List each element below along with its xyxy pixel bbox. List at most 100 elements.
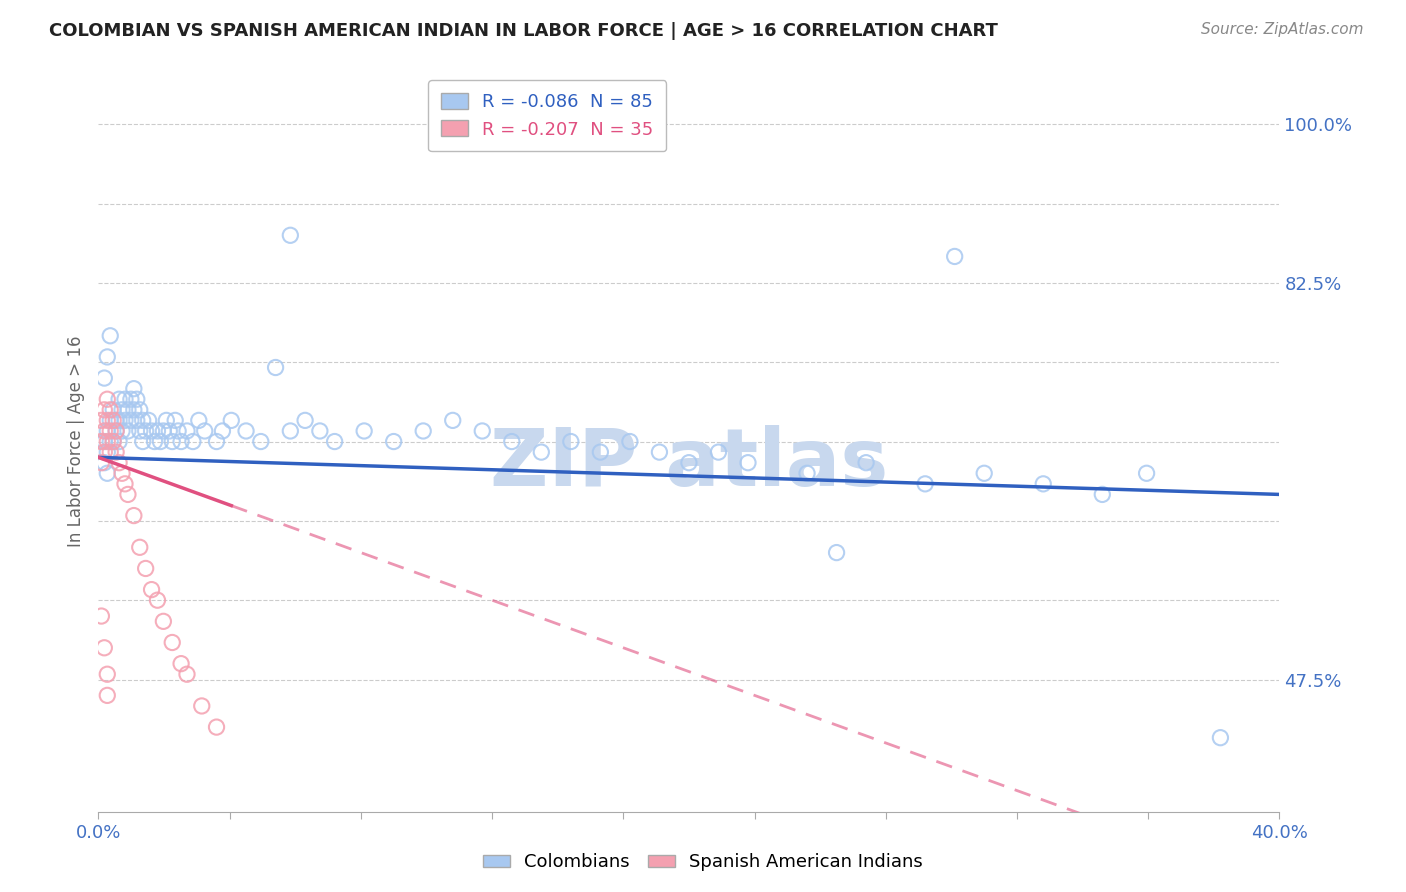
Point <box>943 249 966 264</box>
Text: Source: ZipAtlas.com: Source: ZipAtlas.com <box>1201 22 1364 37</box>
Point <box>122 508 145 523</box>
Point <box>170 434 193 449</box>
Point <box>111 402 134 417</box>
Point <box>146 424 169 438</box>
Point <box>98 445 121 459</box>
Point <box>120 392 142 407</box>
Point <box>98 328 121 343</box>
Point <box>93 640 115 655</box>
Point <box>105 424 128 438</box>
Point <box>1209 731 1232 745</box>
Point <box>98 434 121 449</box>
Point <box>96 467 118 481</box>
Point <box>162 635 183 649</box>
Point <box>412 424 434 438</box>
Point <box>93 371 115 385</box>
Point <box>96 392 118 407</box>
Point <box>973 467 995 481</box>
Point <box>114 392 136 407</box>
Point <box>117 424 139 438</box>
Point <box>108 392 131 407</box>
Point <box>93 445 115 459</box>
Point <box>98 402 121 417</box>
Point <box>648 445 671 459</box>
Point <box>205 434 228 449</box>
Point <box>108 413 131 427</box>
Point <box>108 434 131 449</box>
Point <box>501 434 523 449</box>
Point <box>90 413 112 427</box>
Point <box>90 609 112 624</box>
Point <box>678 456 700 470</box>
Point <box>221 413 243 427</box>
Point <box>619 434 641 449</box>
Point <box>146 593 169 607</box>
Point <box>120 413 142 427</box>
Point <box>96 434 118 449</box>
Point <box>825 546 848 560</box>
Point <box>181 434 204 449</box>
Point <box>471 424 494 438</box>
Point <box>96 350 118 364</box>
Point <box>235 424 257 438</box>
Point <box>105 413 128 427</box>
Point <box>560 434 582 449</box>
Point <box>96 445 118 459</box>
Point <box>187 413 209 427</box>
Point <box>1091 487 1114 501</box>
Point <box>103 402 125 417</box>
Point <box>162 434 183 449</box>
Point <box>176 667 198 681</box>
Point <box>128 402 150 417</box>
Point <box>323 434 346 449</box>
Point <box>128 424 150 438</box>
Point <box>111 467 134 481</box>
Point <box>114 476 136 491</box>
Legend: R = -0.086  N = 85, R = -0.207  N = 35: R = -0.086 N = 85, R = -0.207 N = 35 <box>429 80 666 152</box>
Point <box>353 424 375 438</box>
Point <box>125 413 148 427</box>
Point <box>707 445 730 459</box>
Point <box>96 689 118 703</box>
Point <box>105 445 128 459</box>
Point <box>152 615 174 629</box>
Point <box>309 424 332 438</box>
Y-axis label: In Labor Force | Age > 16: In Labor Force | Age > 16 <box>66 335 84 548</box>
Point <box>96 413 118 427</box>
Point <box>96 667 118 681</box>
Point <box>382 434 405 449</box>
Point <box>138 413 160 427</box>
Point <box>191 698 214 713</box>
Point <box>165 413 187 427</box>
Point <box>294 413 316 427</box>
Point <box>93 434 115 449</box>
Point <box>117 487 139 501</box>
Point <box>796 467 818 481</box>
Point <box>125 392 148 407</box>
Point <box>128 541 150 555</box>
Text: COLOMBIAN VS SPANISH AMERICAN INDIAN IN LABOR FORCE | AGE > 16 CORRELATION CHART: COLOMBIAN VS SPANISH AMERICAN INDIAN IN … <box>49 22 998 40</box>
Point <box>280 228 302 243</box>
Point <box>170 657 193 671</box>
Point <box>194 424 217 438</box>
Point <box>737 456 759 470</box>
Point <box>914 476 936 491</box>
Point <box>135 424 157 438</box>
Point <box>93 456 115 470</box>
Point <box>93 424 115 438</box>
Point <box>250 434 273 449</box>
Point <box>155 413 177 427</box>
Point <box>1136 467 1159 481</box>
Point <box>157 424 180 438</box>
Point <box>280 424 302 438</box>
Point <box>135 561 157 575</box>
Point <box>122 382 145 396</box>
Point <box>132 413 155 427</box>
Point <box>141 424 163 438</box>
Point <box>530 445 553 459</box>
Point <box>141 582 163 597</box>
Point <box>93 402 115 417</box>
Point <box>441 413 464 427</box>
Point <box>855 456 877 470</box>
Point <box>96 424 118 438</box>
